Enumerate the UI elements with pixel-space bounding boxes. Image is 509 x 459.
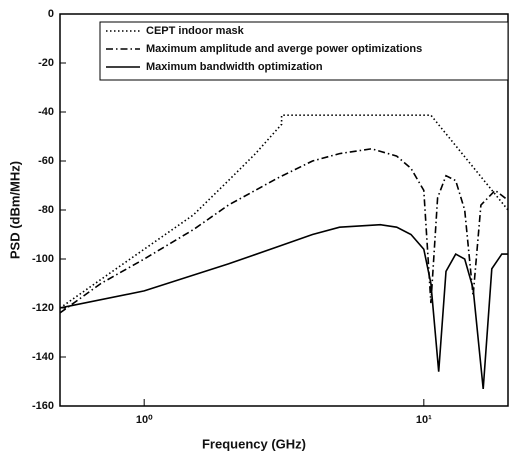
y-tick-label: -20 <box>38 57 54 69</box>
y-tick-label: -120 <box>32 302 54 314</box>
legend-box <box>99 21 509 81</box>
legend-label: Maximum bandwidth optimization <box>146 61 323 73</box>
x-tick-label: 10⁰ <box>136 414 153 426</box>
y-axis-label: PSD (dBm/MHz) <box>7 161 22 259</box>
y-tick-label: -60 <box>38 155 54 167</box>
series-line <box>60 223 508 389</box>
y-tick-label: 0 <box>48 8 54 20</box>
y-tick-label: -140 <box>32 351 54 363</box>
series-line <box>60 114 508 309</box>
plot-lines <box>60 114 508 389</box>
y-tick-label: -80 <box>38 204 54 216</box>
y-tick-label: -160 <box>32 400 54 412</box>
legend-label: CEPT indoor mask <box>146 25 245 37</box>
y-tick-label: -40 <box>38 106 54 118</box>
x-axis-label: Frequency (GHz) <box>202 436 306 451</box>
x-tick-label: 10¹ <box>416 414 432 426</box>
y-tick-label: -100 <box>32 253 54 265</box>
series-line <box>60 147 508 314</box>
legend-label: Maximum amplitude and averge power optim… <box>146 43 422 55</box>
